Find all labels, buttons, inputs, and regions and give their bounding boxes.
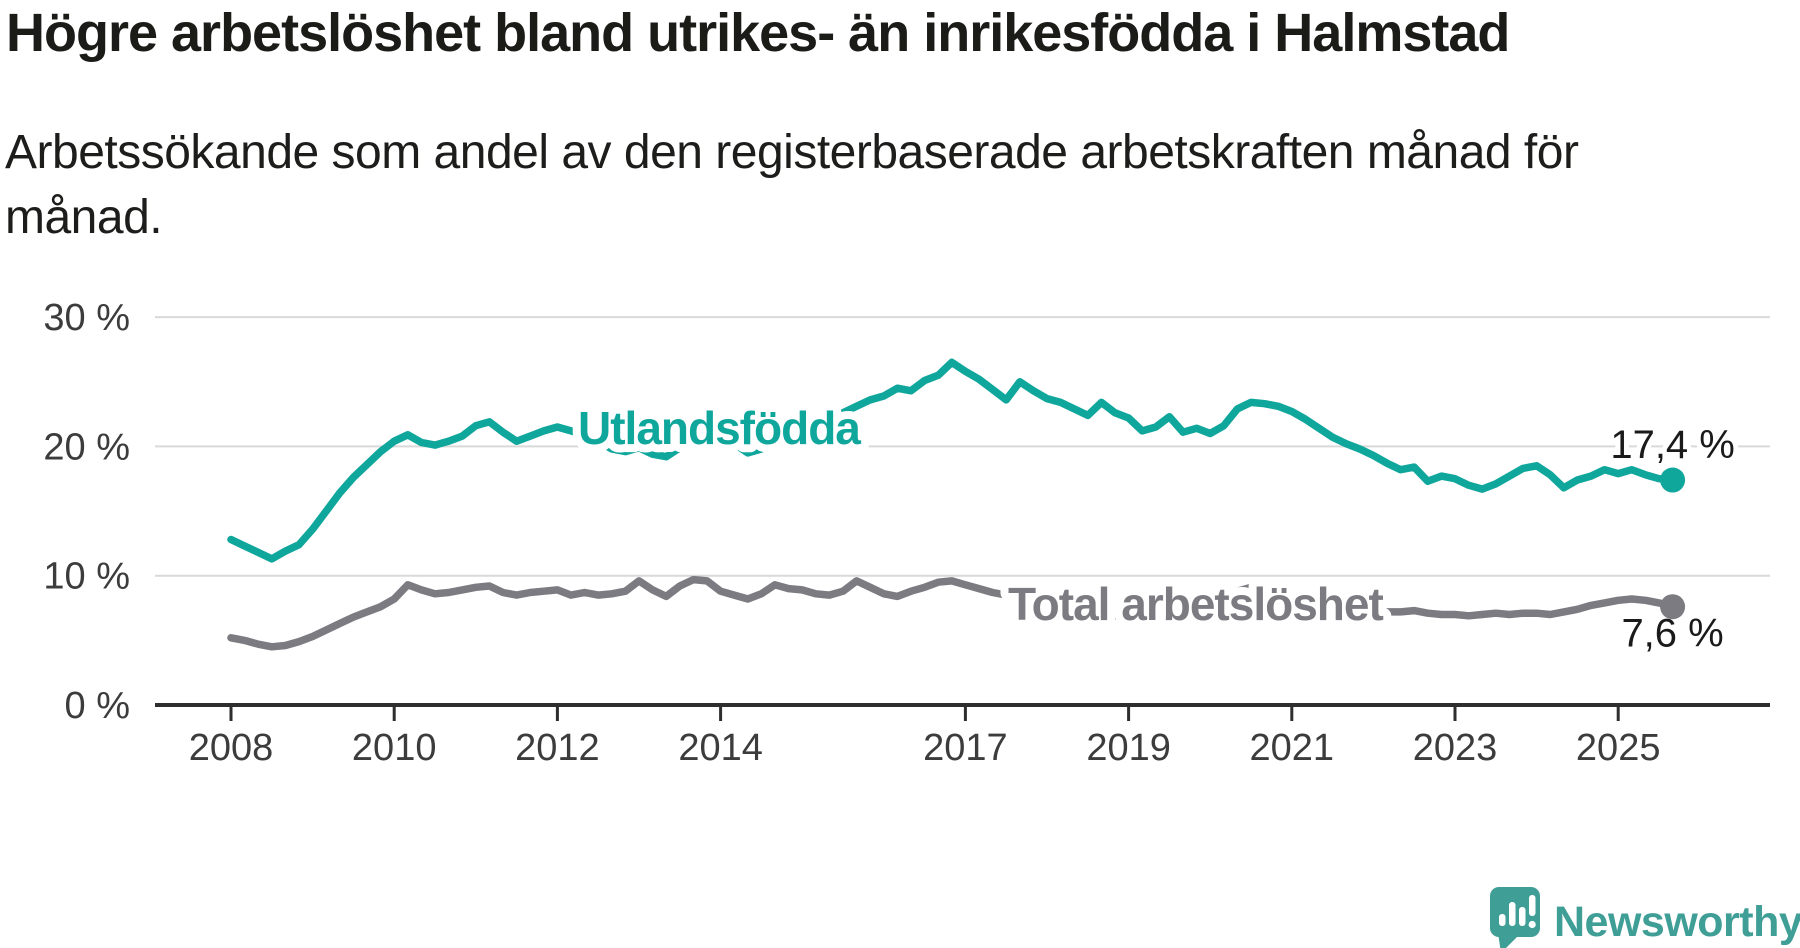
series-end-dot-total-arbetsloshet <box>1660 594 1686 620</box>
series-end-value-label-total-arbetsloshet: 7,6 % <box>1621 612 1723 656</box>
plot-area: 0 % 10 % 20 % 30 % 2008 2010 2012 2014 2017 2019 2… <box>43 297 1770 769</box>
x-tick-label: 2017 <box>923 727 1008 769</box>
logo-bar-3 <box>1519 907 1526 926</box>
y-tick-label: 0 % <box>65 685 130 727</box>
x-tick-label: 2025 <box>1576 727 1661 769</box>
x-tick-label: 2012 <box>515 727 600 769</box>
series-label-utlandsfodda: Utlandsfödda <box>578 402 861 454</box>
series-end-value-label-utlandsfodda: 17,4 % <box>1610 423 1735 467</box>
x-tick-label: 2019 <box>1086 727 1171 769</box>
series-end-dot-utlandsfodda <box>1660 467 1686 493</box>
chart-subtitle: Arbetssökande som andel av den registerb… <box>5 126 1579 245</box>
newsworthy-logo-text: Newsworthy <box>1554 898 1800 946</box>
page-title: Högre arbetslöshet bland utrikes- än inr… <box>6 3 1510 63</box>
logo-bubble-tail <box>1498 933 1521 948</box>
logo-exclamation-dot <box>1528 920 1536 929</box>
newsworthy-logo: Newsworthy <box>1490 887 1800 948</box>
series-line-total-arbetsloshet <box>227 575 1677 651</box>
series-line-utlandsfodda <box>227 358 1677 563</box>
series-label-total-arbetsloshet: Total arbetslöshet <box>1008 578 1383 630</box>
x-tick-label: 2010 <box>352 727 437 769</box>
y-tick-label: 30 % <box>43 297 130 339</box>
logo-exclamation-bar <box>1529 895 1536 916</box>
logo-bar-1 <box>1499 914 1506 926</box>
x-tick-label: 2021 <box>1250 727 1335 769</box>
logo-bar-2 <box>1509 902 1516 926</box>
y-tick-label: 10 % <box>43 556 130 598</box>
newsworthy-logo-icon <box>1490 887 1540 948</box>
x-tick-label: 2008 <box>189 727 274 769</box>
x-tick-label: 2023 <box>1413 727 1498 769</box>
x-tick-label: 2014 <box>678 727 763 769</box>
y-tick-label: 20 % <box>43 426 130 468</box>
